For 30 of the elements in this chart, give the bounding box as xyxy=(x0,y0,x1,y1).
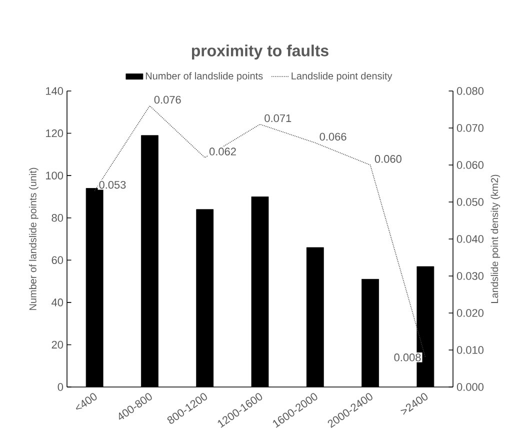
y-tick-label: 60 xyxy=(52,256,64,264)
data-label: 0.008 xyxy=(394,354,421,362)
y-tick-label: 0 xyxy=(58,383,64,391)
y-tick-label: 120 xyxy=(46,129,64,138)
y2-axis-title: Landslide point density (km2) xyxy=(490,174,500,303)
y-tick-label: 140 xyxy=(46,87,64,95)
data-label: 0.060 xyxy=(374,155,402,163)
y2-tick-label: 0.040 xyxy=(456,235,484,243)
y2-tick-label: 0.030 xyxy=(456,272,484,280)
y2-tick-label: 0.070 xyxy=(456,124,484,132)
y-tick-label: 80 xyxy=(52,214,64,222)
data-label: 0.053 xyxy=(99,180,126,189)
data-label: 0.066 xyxy=(320,132,346,141)
data-label: 0.071 xyxy=(264,114,292,122)
y2-tick-label: 0.010 xyxy=(456,346,484,354)
legend-label: Number of landslide points xyxy=(146,72,263,82)
legend-label: Landslide point density xyxy=(292,72,392,82)
chart-title: proximity to faults xyxy=(192,44,328,60)
data-label: 0.062 xyxy=(209,148,236,156)
y2-tick-label: 0.080 xyxy=(456,87,484,95)
y2-tick-label: 0.050 xyxy=(456,198,484,206)
y-axis-title: Number of landslide points (unit) xyxy=(29,168,38,310)
y2-tick-label: 0.000 xyxy=(456,383,484,391)
y-tick-label: 20 xyxy=(52,340,64,349)
y-tick-label: 100 xyxy=(46,172,64,180)
x-tick-label: <400 xyxy=(76,393,97,410)
y2-tick-label: 0.060 xyxy=(456,161,484,169)
y-tick-label: 40 xyxy=(52,298,64,306)
y2-tick-label: 0.020 xyxy=(456,309,484,317)
data-label: 0.076 xyxy=(154,96,181,104)
